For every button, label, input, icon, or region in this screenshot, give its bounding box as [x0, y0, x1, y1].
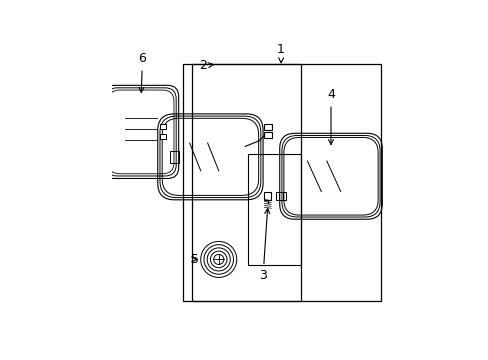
Bar — [160, 124, 165, 129]
Bar — [247, 154, 300, 265]
Text: 2: 2 — [199, 59, 213, 72]
Text: 5: 5 — [191, 253, 199, 266]
Bar — [264, 124, 272, 130]
Text: 6: 6 — [138, 52, 146, 93]
Bar — [192, 64, 300, 301]
Text: 4: 4 — [326, 89, 334, 144]
Text: 1: 1 — [277, 43, 285, 63]
Bar — [160, 134, 165, 139]
Bar — [170, 151, 179, 163]
Bar — [275, 192, 279, 199]
Bar — [282, 192, 286, 199]
Bar — [183, 64, 380, 301]
Bar — [264, 132, 272, 138]
Bar — [264, 192, 271, 199]
Bar — [279, 192, 282, 199]
Text: 3: 3 — [259, 208, 269, 282]
